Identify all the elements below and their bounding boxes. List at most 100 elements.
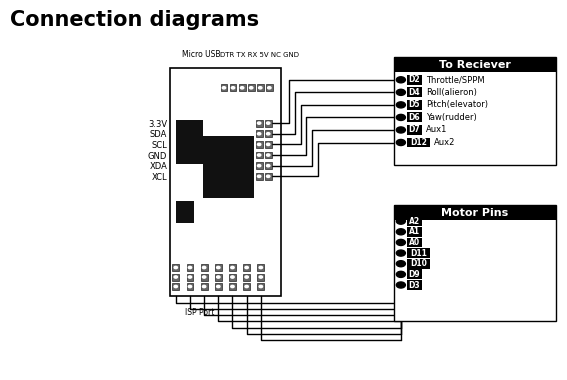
Bar [394, 205, 556, 220]
Bar [394, 57, 556, 72]
Text: ISP Port: ISP Port [185, 308, 214, 317]
Text: Roll(alieron): Roll(alieron) [426, 88, 477, 97]
Bar [172, 264, 179, 271]
Text: SDA: SDA [150, 130, 167, 139]
Circle shape [396, 282, 405, 288]
Text: D12: D12 [410, 138, 427, 147]
Bar [203, 136, 254, 198]
Bar [257, 274, 264, 281]
Bar [407, 238, 422, 247]
Text: Motor Pins: Motor Pins [441, 208, 509, 218]
Bar [229, 264, 236, 271]
Bar [394, 57, 556, 165]
Circle shape [222, 87, 226, 89]
Bar [407, 75, 422, 85]
Circle shape [188, 285, 192, 288]
Bar [215, 274, 222, 281]
Bar [407, 125, 422, 135]
Bar [201, 283, 208, 290]
Bar [265, 173, 272, 180]
Circle shape [396, 271, 405, 277]
Bar [170, 68, 281, 296]
Text: D6: D6 [409, 113, 420, 122]
Bar [243, 283, 250, 290]
Circle shape [266, 122, 270, 124]
Text: D9: D9 [409, 270, 420, 279]
Bar [256, 152, 263, 158]
Text: A0: A0 [409, 238, 420, 247]
Circle shape [266, 143, 270, 146]
Circle shape [245, 285, 248, 288]
Bar [176, 201, 194, 223]
Bar [394, 205, 556, 321]
Circle shape [217, 266, 220, 269]
Circle shape [217, 276, 220, 278]
Circle shape [396, 139, 405, 146]
Text: D7: D7 [409, 125, 420, 135]
Text: Connection diagrams: Connection diagrams [10, 10, 259, 30]
Circle shape [396, 89, 405, 95]
Circle shape [396, 218, 405, 224]
Text: GND: GND [148, 152, 167, 161]
Text: SCL: SCL [151, 141, 167, 150]
Circle shape [266, 165, 270, 167]
Circle shape [266, 154, 270, 156]
Bar [407, 259, 430, 269]
Bar [229, 274, 236, 281]
Bar [257, 84, 264, 91]
Text: Throttle/SPPM: Throttle/SPPM [426, 75, 485, 84]
Text: Pitch(elevator): Pitch(elevator) [426, 100, 488, 109]
Circle shape [268, 87, 271, 89]
Circle shape [396, 250, 405, 256]
Text: D10: D10 [410, 259, 427, 268]
Bar [239, 84, 246, 91]
Circle shape [245, 266, 248, 269]
Bar [265, 152, 272, 158]
Bar [221, 84, 227, 91]
Circle shape [174, 285, 177, 288]
Text: D2: D2 [409, 75, 420, 84]
Bar [215, 264, 222, 271]
Circle shape [396, 102, 405, 108]
Text: Micro USB: Micro USB [182, 50, 221, 59]
Bar [256, 173, 263, 180]
Circle shape [202, 276, 206, 278]
Bar [407, 227, 422, 237]
Circle shape [266, 133, 270, 135]
Bar [257, 283, 264, 290]
Bar [407, 216, 422, 226]
Circle shape [249, 87, 253, 89]
Bar [407, 87, 422, 97]
Circle shape [188, 266, 192, 269]
Circle shape [396, 261, 405, 267]
Text: D3: D3 [409, 280, 420, 290]
Bar [265, 120, 272, 127]
Text: XCL: XCL [151, 173, 167, 182]
Circle shape [245, 276, 248, 278]
Circle shape [257, 143, 261, 146]
Text: A1: A1 [409, 227, 420, 236]
Bar [215, 283, 222, 290]
Bar [407, 112, 422, 122]
Bar [407, 100, 422, 110]
Circle shape [396, 229, 405, 235]
Circle shape [259, 276, 263, 278]
Text: DTR TX RX 5V NC GND: DTR TX RX 5V NC GND [219, 52, 299, 58]
Text: 3.3V: 3.3V [148, 120, 167, 129]
Bar [229, 283, 236, 290]
Circle shape [259, 266, 263, 269]
Circle shape [188, 276, 192, 278]
Circle shape [396, 77, 405, 83]
Circle shape [266, 175, 270, 177]
Text: D11: D11 [410, 249, 427, 258]
Bar [256, 162, 263, 169]
Text: Yaw(rudder): Yaw(rudder) [426, 113, 477, 122]
Text: D5: D5 [409, 100, 420, 109]
Bar [176, 120, 203, 164]
Bar [256, 141, 263, 148]
Circle shape [257, 133, 261, 135]
Bar [256, 130, 263, 137]
Circle shape [259, 285, 263, 288]
Bar [248, 84, 255, 91]
Circle shape [202, 266, 206, 269]
